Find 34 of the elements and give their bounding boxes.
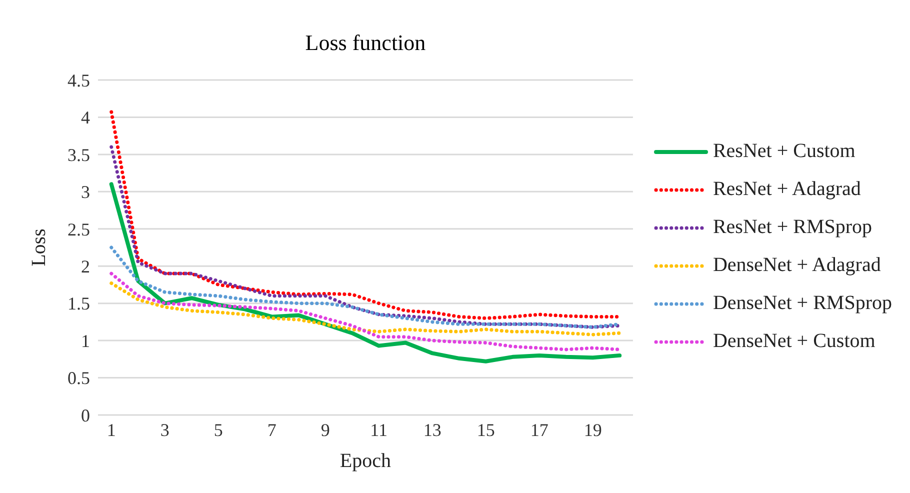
x-tick-label: 15 — [476, 420, 495, 440]
x-axis-title: Epoch — [340, 450, 392, 472]
line-series — [109, 182, 622, 364]
line-series — [110, 110, 622, 320]
line-series — [110, 145, 622, 329]
y-tick-label: 0.5 — [68, 368, 90, 388]
x-tick-label: 1 — [106, 420, 116, 440]
y-tick-label: 1 — [81, 330, 90, 351]
x-tick-label: 7 — [267, 420, 276, 440]
legend-label: ResNet + Custom — [712, 140, 856, 163]
y-tick-label: 0 — [81, 405, 90, 426]
legend-label: ResNet + RMSprop — [712, 216, 872, 239]
x-tick-label: 3 — [160, 420, 170, 440]
y-axis-title: Loss — [28, 228, 50, 266]
legend-label: DenseNet + RMSprop — [712, 292, 892, 315]
legend-label: DenseNet + Custom — [712, 330, 876, 353]
y-tick-label: 3 — [81, 182, 90, 202]
y-tick-label: 2.5 — [68, 219, 90, 240]
legend-label: ResNet + Adagrad — [712, 178, 861, 201]
y-tick-label: 4.5 — [68, 70, 90, 90]
y-tick-label: 1.5 — [68, 294, 90, 314]
x-tick-label: 11 — [370, 420, 388, 440]
line-series — [110, 281, 622, 336]
x-tick-label: 9 — [320, 420, 330, 440]
chart-title: Loss function — [304, 30, 427, 56]
y-tick-label: 4 — [81, 108, 90, 128]
x-tick-label: 5 — [214, 420, 223, 440]
y-tick-label: 2 — [81, 256, 90, 276]
y-tick-label: 3.5 — [68, 144, 90, 165]
line-series — [110, 272, 622, 352]
legend-label: DenseNet + Adagrad — [712, 254, 881, 277]
x-tick-label: 13 — [423, 420, 442, 440]
x-tick-label: 19 — [584, 420, 602, 440]
x-tick-label: 17 — [530, 420, 548, 440]
